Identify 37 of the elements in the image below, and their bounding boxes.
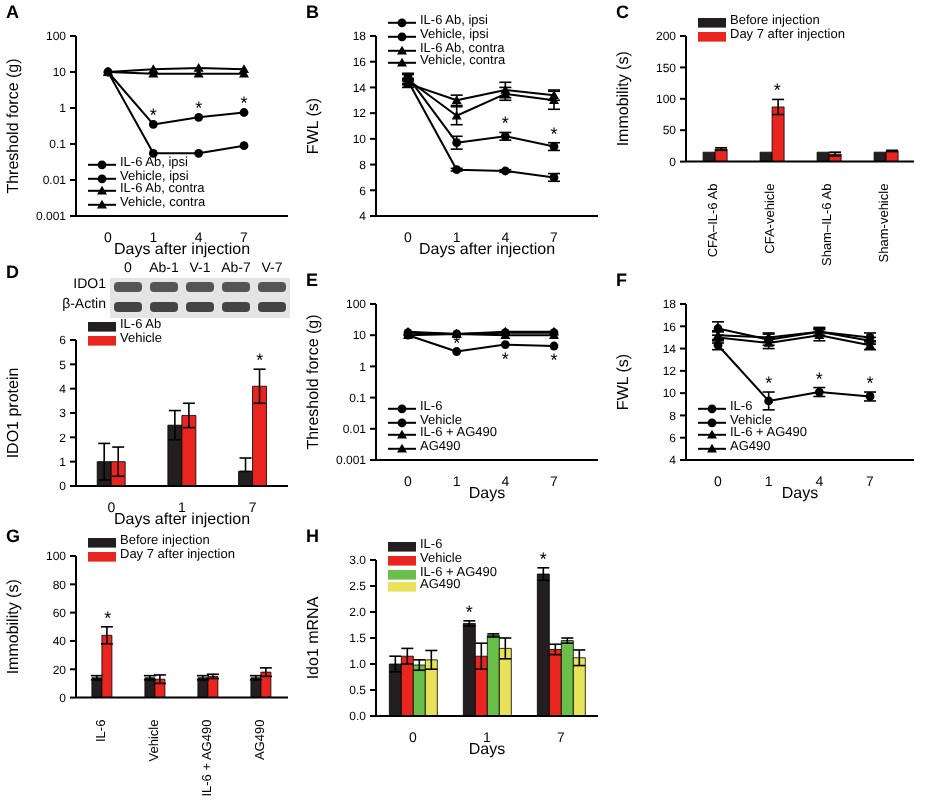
- chart-title: C: [616, 2, 629, 22]
- x-axis-title: Days: [466, 740, 508, 760]
- annotation: *: [815, 368, 824, 389]
- annotation: *: [765, 373, 774, 394]
- chart-title: D: [6, 262, 19, 282]
- y-axis-title: Immobility (s): [613, 50, 632, 147]
- chart-title: F: [616, 270, 627, 290]
- annotation: *: [465, 601, 474, 622]
- x-axis-title: Days: [466, 484, 506, 504]
- x-axis-title: Days: [779, 484, 819, 504]
- chart-title: G: [6, 526, 21, 546]
- annotation: *: [550, 123, 559, 144]
- x-axis-title: Days after injection: [112, 240, 253, 260]
- y-axis-title: Ido1 mRNA: [303, 595, 322, 680]
- annotation: *: [149, 105, 158, 126]
- annotation: *: [539, 548, 548, 569]
- x-axis-title: Days after injection: [416, 240, 556, 260]
- y-axis-title: IDO1 protein: [3, 367, 22, 459]
- annotation: *: [550, 350, 559, 371]
- y-axis-title: FWL (s): [613, 353, 632, 411]
- annotation: *: [501, 113, 510, 134]
- annotation: *: [104, 607, 113, 628]
- chart-title: B: [306, 2, 319, 22]
- chart-title: H: [306, 526, 319, 546]
- chart-title: E: [306, 270, 319, 290]
- chart-title: A: [6, 2, 19, 22]
- x-axis-title: Days after injection: [113, 510, 251, 530]
- y-axis-title: Threshold force (g): [303, 313, 322, 450]
- y-axis-title: FWL (s): [303, 97, 322, 155]
- annotation: *: [240, 93, 249, 114]
- annotation: *: [773, 80, 782, 101]
- annotation: *: [866, 373, 875, 394]
- annotation: *: [195, 98, 204, 119]
- y-axis-title: Threshold force (g): [3, 57, 22, 194]
- y-axis-title: Immobility (s): [3, 578, 22, 675]
- annotation: *: [501, 348, 510, 369]
- annotation: *: [256, 350, 265, 371]
